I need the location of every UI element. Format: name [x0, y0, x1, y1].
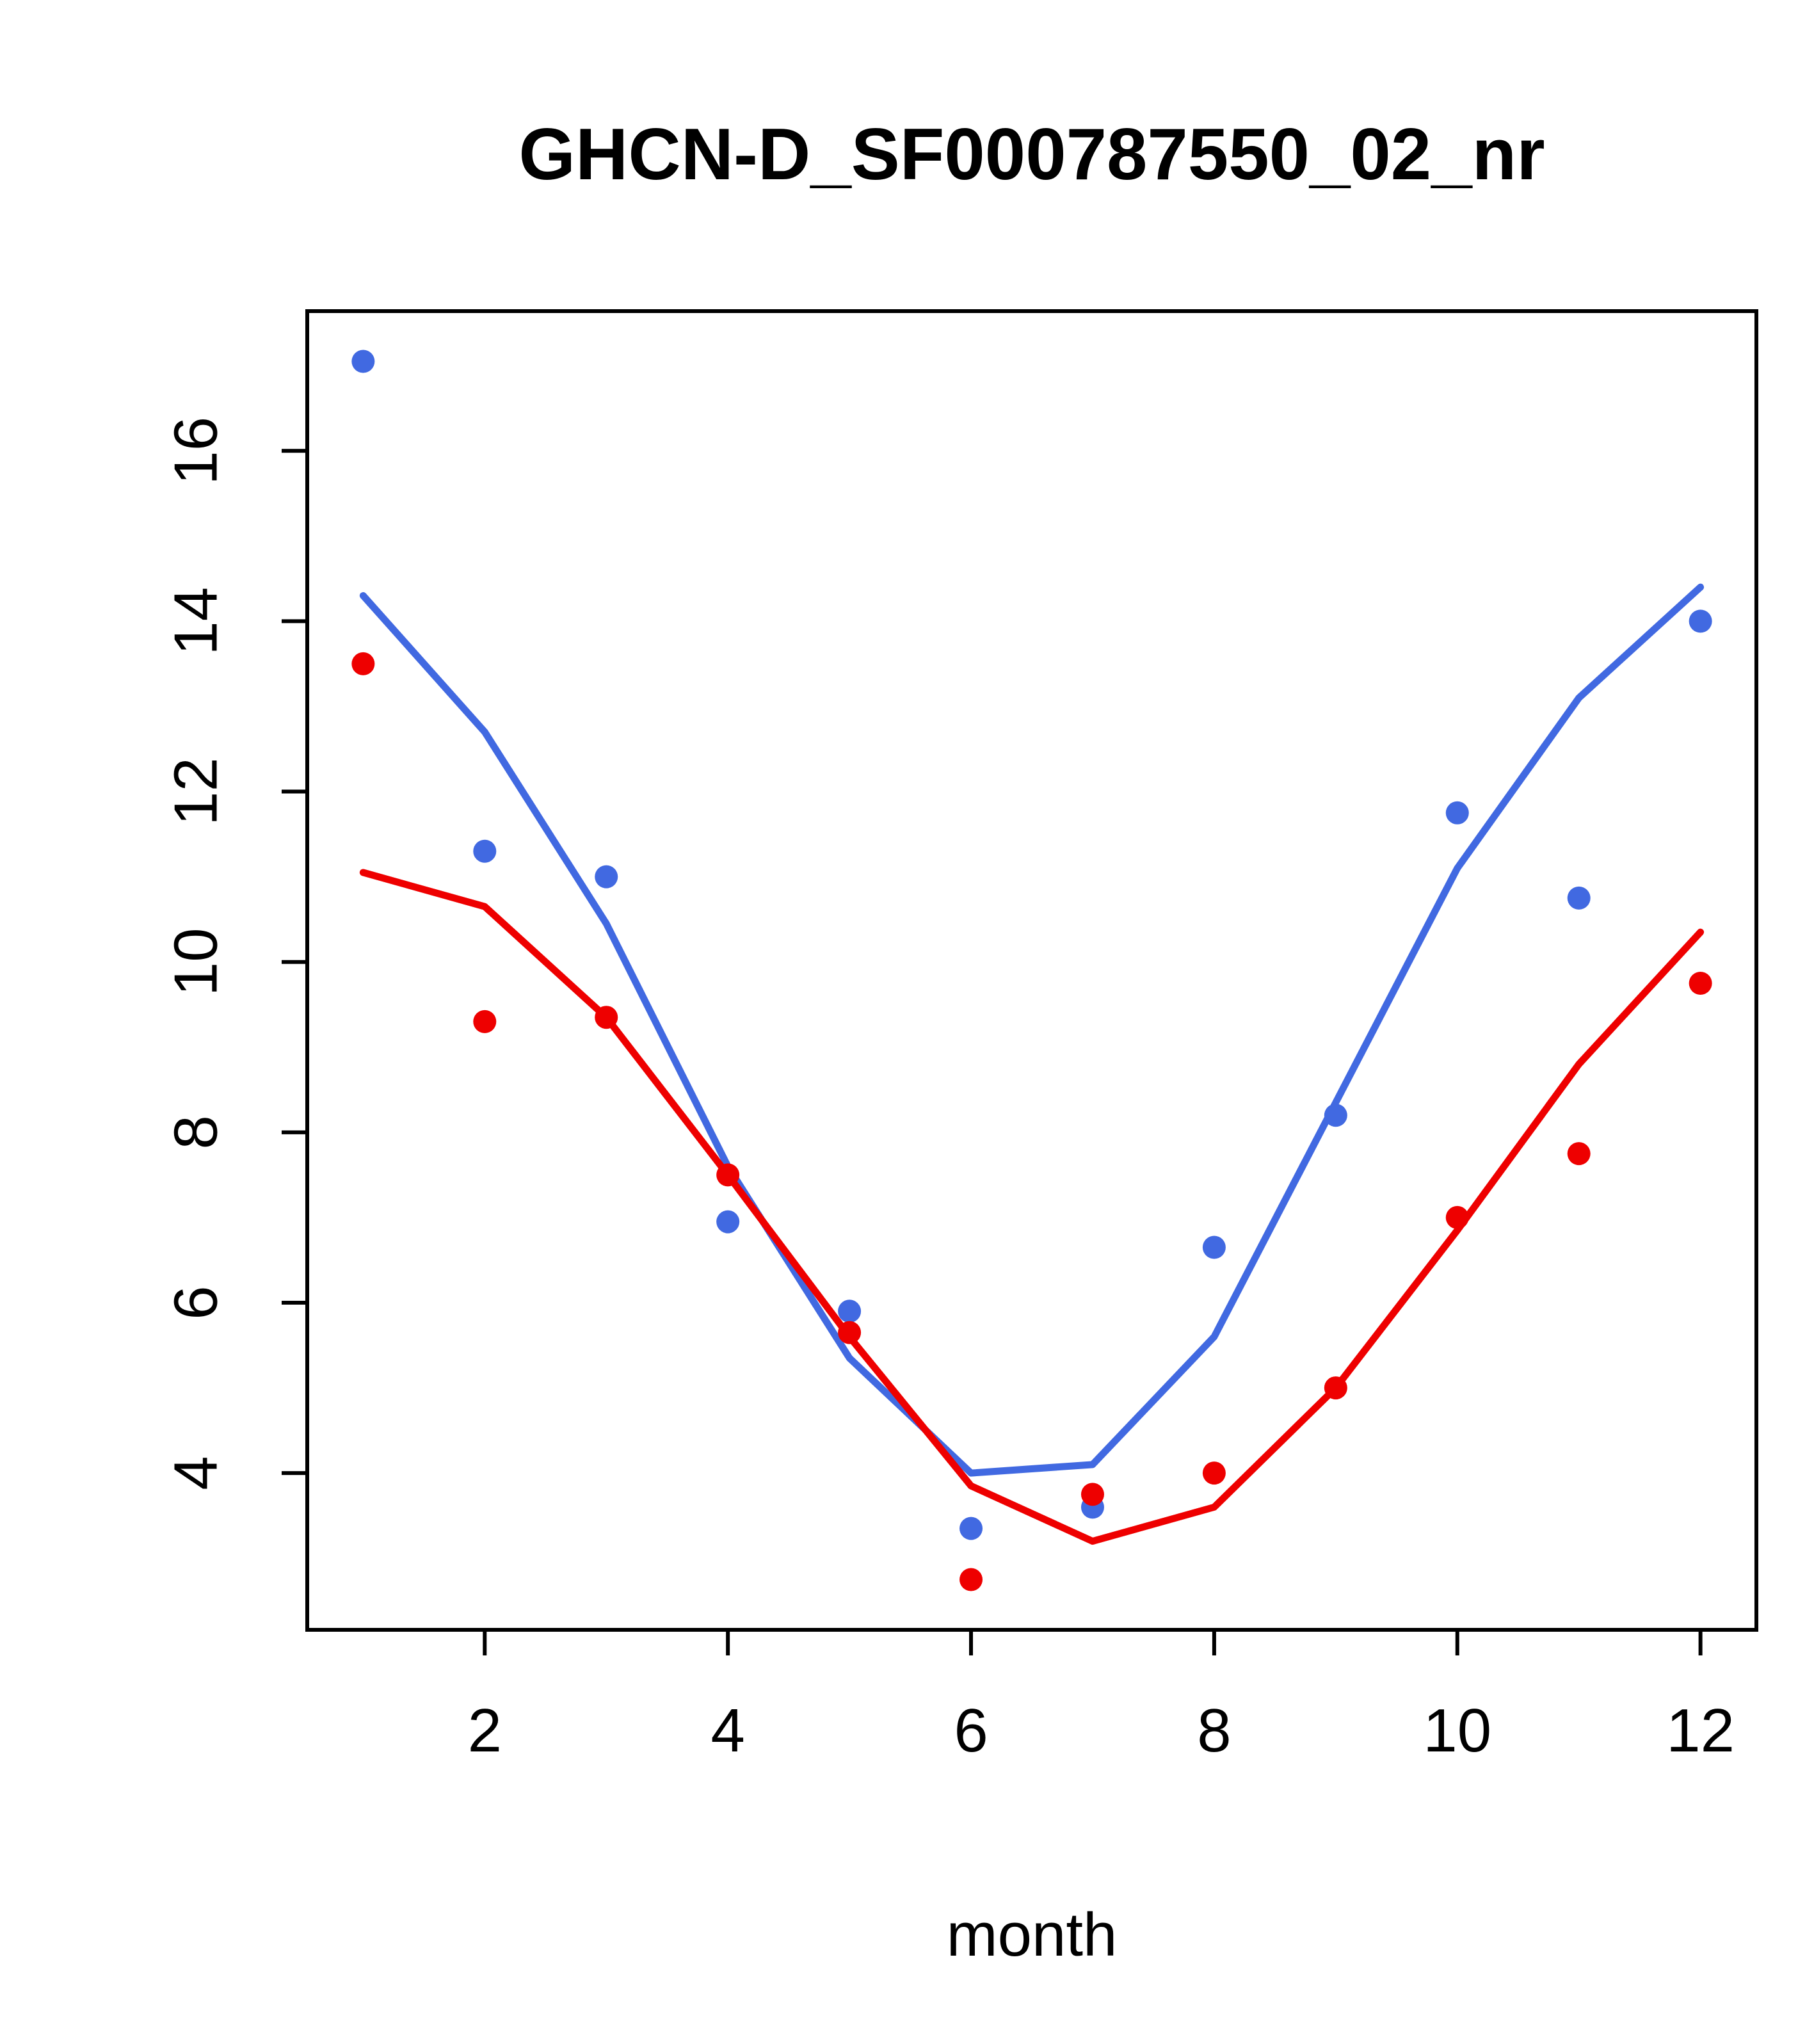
red-points-marker: [595, 1006, 618, 1029]
red-points-marker: [1445, 1205, 1469, 1229]
plot-area: 2 4 6 8 10 12 4 6 8 10 12 14 16: [162, 309, 1758, 1765]
blue-points-marker: [473, 839, 497, 863]
x-tick-label: 2: [468, 1696, 502, 1765]
blue-points-marker: [1567, 886, 1591, 910]
blue-points-marker: [1324, 1104, 1347, 1127]
blue-points-marker: [1445, 801, 1469, 825]
red-points-marker: [1202, 1461, 1226, 1485]
y-tick-label: 14: [162, 587, 230, 656]
blue-points-marker: [351, 350, 375, 373]
y-tick-label: 8: [162, 1115, 230, 1149]
red-points-marker: [1080, 1483, 1104, 1506]
red-points-marker: [1689, 971, 1712, 995]
y-tick-label: 10: [162, 928, 230, 996]
red-points-marker: [1567, 1142, 1591, 1166]
y-tick-label: 16: [162, 417, 230, 485]
x-axis-label: month: [947, 1901, 1118, 1969]
x-tick-label: 4: [710, 1696, 744, 1765]
blue-points-marker: [959, 1517, 983, 1540]
blue-points-marker: [1202, 1235, 1226, 1259]
red-points-marker: [1324, 1376, 1347, 1400]
red-points-marker: [473, 1010, 497, 1033]
x-tick-label: 6: [954, 1696, 988, 1765]
plot-border: [305, 309, 1758, 1632]
red-points-marker: [959, 1568, 983, 1591]
red-line: [359, 869, 1705, 1545]
x-tick-label: 12: [1666, 1696, 1735, 1765]
red-points-marker: [838, 1321, 862, 1344]
x-tick-label: 8: [1197, 1696, 1231, 1765]
y-tick-label: 12: [162, 757, 230, 826]
y-tick-label: 6: [162, 1285, 230, 1319]
blue-points-marker: [1689, 609, 1712, 633]
chart-title: GHCN-D_SF000787550_02_nr: [518, 114, 1545, 195]
y-tick-label: 4: [162, 1456, 230, 1490]
red-points-marker: [351, 652, 375, 675]
blue-points-marker: [716, 1210, 740, 1234]
blue-points-marker: [838, 1300, 862, 1323]
blue-line: [359, 583, 1705, 1477]
red-points-marker: [716, 1163, 740, 1187]
blue-points-marker: [595, 865, 618, 889]
x-tick-label: 10: [1423, 1696, 1491, 1765]
